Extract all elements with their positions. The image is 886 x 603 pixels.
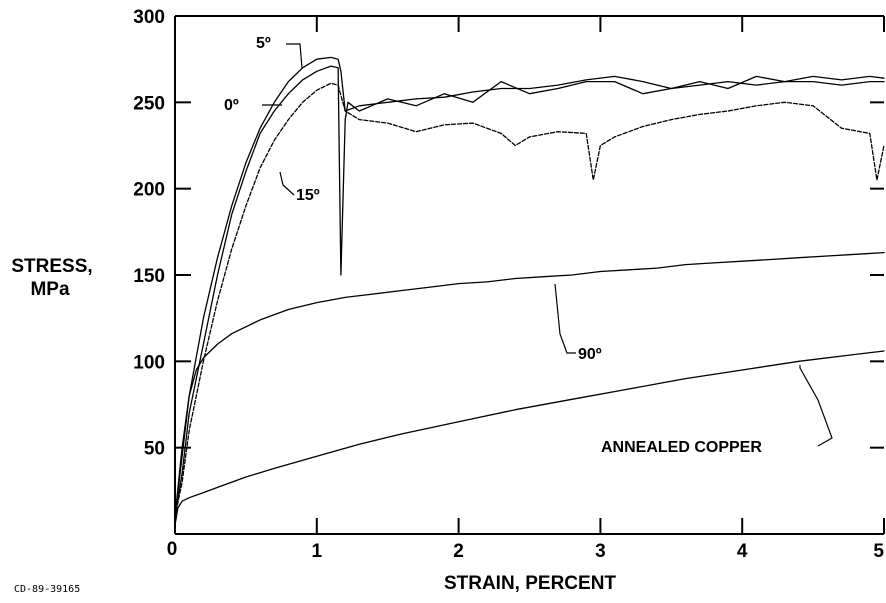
series-label-15deg: 15º	[296, 187, 320, 204]
leader-5deg	[286, 43, 303, 69]
x-tick-label-4: 4	[737, 541, 748, 562]
origin-tick-label: 0	[167, 539, 178, 560]
y-tick-label-1: 100	[133, 352, 165, 373]
y-axis-label-line2: MPa	[30, 279, 70, 300]
y-tick-label-3: 200	[133, 180, 165, 201]
series-line-0	[174, 56, 885, 518]
leader-annealed	[799, 365, 833, 447]
series-line-1	[174, 65, 885, 518]
y-axis-label-line1: STRESS,	[11, 256, 92, 277]
x-axis-label: STRAIN, PERCENT	[444, 573, 616, 594]
series-label-90deg: 90º	[578, 346, 602, 363]
x-tick-label-5: 5	[873, 541, 884, 562]
leader-15deg	[279, 171, 295, 196]
x-tick-labels: 1 2 3 4 5	[312, 541, 885, 562]
series-line-4	[174, 350, 885, 527]
y-tick-label-0: 50	[144, 439, 165, 460]
data-curves	[174, 56, 885, 527]
leader-90deg	[554, 283, 576, 354]
series-label-0deg: 0º	[224, 97, 239, 114]
x-tick-label-1: 1	[312, 541, 323, 562]
figure-code: CD-89-39165	[14, 584, 80, 595]
y-tick-label-5: 300	[133, 7, 165, 28]
series-line-3	[174, 251, 885, 518]
y-tick-label-4: 250	[133, 93, 165, 114]
series-label-annealed-copper: ANNEALED COPPER	[601, 439, 762, 456]
y-tick-labels: 50 100 150 200 250 300	[133, 7, 165, 460]
x-tick-label-2: 2	[453, 541, 464, 562]
series-line-2	[174, 82, 885, 518]
x-tick-label-3: 3	[595, 541, 606, 562]
y-tick-label-2: 150	[133, 266, 165, 287]
series-label-5deg: 5º	[256, 35, 271, 52]
label-leaders	[262, 43, 833, 447]
